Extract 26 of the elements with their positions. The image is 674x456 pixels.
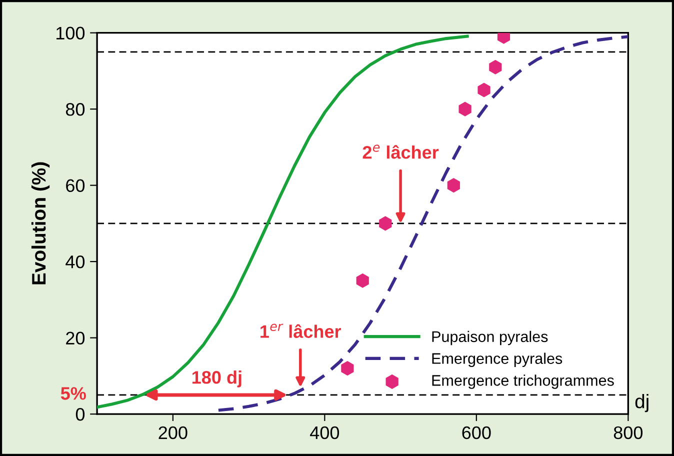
point <box>478 82 490 98</box>
y-tick-label: 20 <box>66 332 85 345</box>
legend-label: Emergence trichogrammes <box>432 374 614 389</box>
annotation: 180 dj <box>192 370 242 388</box>
y-tick-label: 100 <box>56 26 85 40</box>
y-tick-label: 40 <box>66 255 85 268</box>
point <box>447 178 460 193</box>
point <box>341 361 354 376</box>
x-tick-label: 400 <box>310 426 340 440</box>
y-tick-label: 0 <box>76 408 85 421</box>
annotation: 2$^{e}$ lâcher <box>362 144 439 159</box>
legend-label: Emergence pyrales <box>432 352 562 367</box>
y-tick-label: 60 <box>66 179 85 192</box>
x-tick-label: 600 <box>462 426 491 440</box>
point <box>458 102 472 116</box>
ref-line-label: 5% <box>60 387 86 400</box>
y-axis-title: Evolution (%) <box>31 162 50 284</box>
point <box>379 216 392 231</box>
x-tick-label: 200 <box>158 426 188 440</box>
x-tick-label: 800 <box>614 426 643 440</box>
point <box>489 60 502 74</box>
y-tick-label: 80 <box>66 103 85 116</box>
point <box>356 273 369 288</box>
annotation: 1$^{er}$ lâcher <box>260 324 342 338</box>
x-axis-title: dj <box>635 394 648 412</box>
legend-label: Pupaison pyrales <box>432 330 548 346</box>
